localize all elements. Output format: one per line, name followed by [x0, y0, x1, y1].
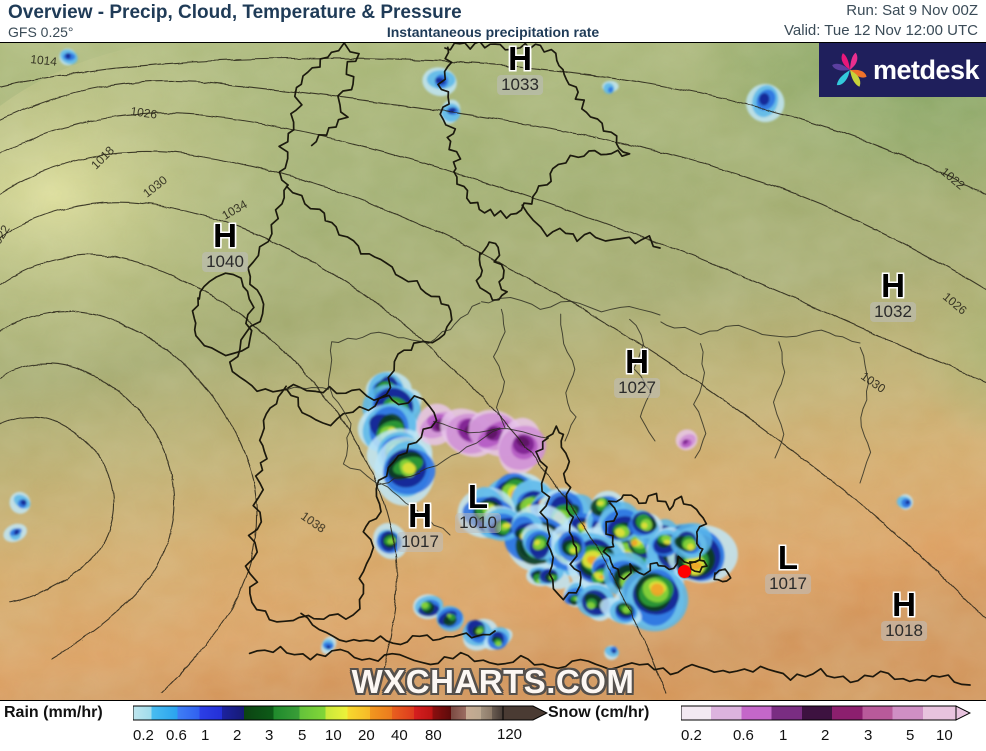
svg-text:40: 40: [391, 727, 408, 744]
svg-text:3: 3: [864, 727, 872, 744]
svg-text:10: 10: [936, 727, 953, 744]
svg-text:0.6: 0.6: [166, 727, 187, 744]
svg-text:1014: 1014: [30, 52, 58, 69]
svg-text:2: 2: [233, 727, 241, 744]
svg-text:1: 1: [779, 727, 787, 744]
svg-text:0.2: 0.2: [681, 727, 702, 744]
svg-text:1: 1: [201, 727, 209, 744]
svg-text:80: 80: [425, 727, 442, 744]
svg-text:20: 20: [358, 727, 375, 744]
svg-text:10: 10: [325, 727, 342, 744]
svg-text:0.2: 0.2: [133, 727, 154, 744]
svg-text:3: 3: [265, 727, 273, 744]
svg-text:2: 2: [821, 727, 829, 744]
svg-text:5: 5: [906, 727, 914, 744]
svg-text:0.6: 0.6: [733, 727, 754, 744]
svg-text:5: 5: [298, 727, 306, 744]
